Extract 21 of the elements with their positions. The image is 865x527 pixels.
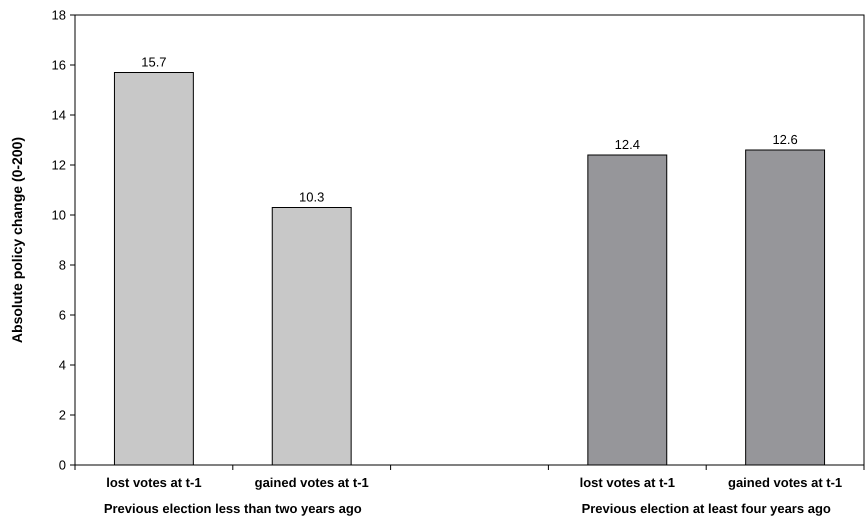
y-tick-label: 14	[52, 108, 66, 123]
x-tick-label: gained votes at t-1	[254, 475, 369, 490]
data-label: 15.7	[141, 54, 167, 70]
y-tick-label: 6	[58, 308, 66, 323]
data-label: 12.4	[614, 137, 640, 152]
y-tick-label: 0	[58, 458, 66, 473]
x-tick-label: lost votes at t-1	[106, 475, 202, 490]
y-tick-label: 18	[52, 8, 66, 23]
x-tick-label: lost votes at t-1	[580, 475, 675, 490]
y-tick-label: 4	[58, 358, 66, 373]
y-tick-label: 12	[52, 158, 66, 173]
y-axis-title: Absolute policy change (0-200)	[9, 136, 25, 344]
data-label: 10.3	[299, 190, 324, 204]
y-tick-label: 10	[52, 208, 66, 223]
text: Previous election at least four years ago	[582, 501, 831, 516]
y-tick-label: 2	[58, 408, 66, 423]
y-tick-label: 16	[52, 58, 66, 73]
x-tick-label: gained votes at t-1	[728, 475, 842, 490]
y-tick-label: 8	[58, 258, 66, 273]
data-label: 12.6	[772, 132, 798, 147]
text: Previous election less than two years ago	[104, 501, 362, 516]
